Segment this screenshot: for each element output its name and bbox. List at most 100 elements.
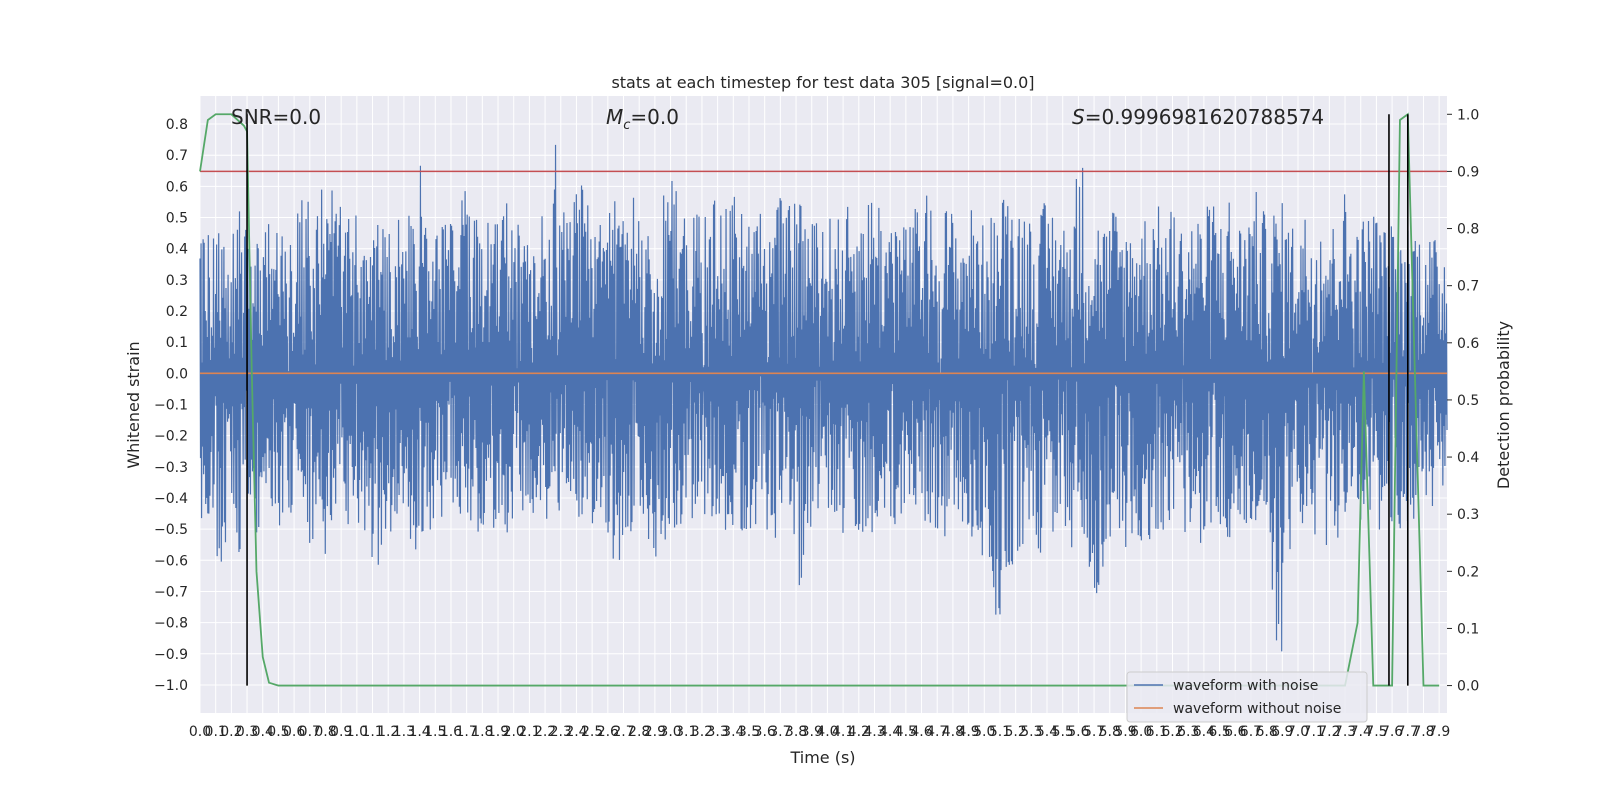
x-tick-label: 3.3 <box>706 724 728 740</box>
y-tick-label: 0.3 <box>166 273 188 289</box>
y-tick-label: −0.1 <box>154 398 188 414</box>
s-annotation: S=0.9996981620788574 <box>1072 105 1324 129</box>
x-tick-label: 2.7 <box>612 724 634 740</box>
x-tick-label: 1.1 <box>361 724 383 740</box>
x-tick-label: 7.7 <box>1397 724 1419 740</box>
y-axis-label: Whitened strain <box>124 341 143 468</box>
x-tick-label: 1.7 <box>456 724 478 740</box>
x-tick-label: 5.9 <box>1114 724 1136 740</box>
x-tick-label: 5.6 <box>1067 724 1089 740</box>
x-tick-label: 2.6 <box>597 724 619 740</box>
y-tick-label: 0.1 <box>166 335 188 351</box>
vertical-markers <box>246 114 1409 686</box>
x-tick-label: 0.0 <box>189 724 211 740</box>
mc-annotation: Mc=0.0 <box>606 105 679 133</box>
x-tick-label: 4.0 <box>816 724 838 740</box>
y-tick-label: −0.6 <box>154 553 188 569</box>
x-tick-label: 3.9 <box>801 724 823 740</box>
y-tick-label: 0.0 <box>166 366 188 382</box>
x-tick-label: 5.1 <box>989 724 1011 740</box>
mc-subscript: c <box>623 118 630 133</box>
x-tick-label: 4.7 <box>926 724 948 740</box>
x-tick-label: 3.7 <box>769 724 791 740</box>
x-tick-label: 3.5 <box>738 724 760 740</box>
x-tick-label: 6.1 <box>1146 724 1168 740</box>
x-tick-label: 7.8 <box>1412 724 1434 740</box>
x-tick-label: 2.0 <box>503 724 525 740</box>
x-tick-label: 6.8 <box>1255 724 1277 740</box>
x-tick-label: 2.9 <box>644 724 666 740</box>
chart-title: stats at each timestep for test data 305… <box>611 73 1034 92</box>
x-tick-label: 0.6 <box>283 724 305 740</box>
x-tick-label: 1.8 <box>471 724 493 740</box>
x-tick-label: 2.3 <box>550 724 572 740</box>
y2-tick-label: 0.1 <box>1457 621 1479 637</box>
y-tick-label: −0.9 <box>154 647 188 663</box>
x-tick-label: 6.0 <box>1130 724 1152 740</box>
x-tick-label: 2.2 <box>534 724 556 740</box>
x-tick-label: 7.5 <box>1365 724 1387 740</box>
x-tick-label: 5.5 <box>1052 724 1074 740</box>
y2-tick-labels: 1.0 0.9 0.8 0.7 0.6 0.5 0.4 0.3 0.2 0.1 0.0 <box>1447 107 1479 695</box>
x-tick-label: 3.2 <box>691 724 713 740</box>
y2-axis-label: Detection probability <box>1494 321 1513 489</box>
x-tick-label: 1.6 <box>440 724 462 740</box>
y2-tick-label: 0.6 <box>1457 336 1479 352</box>
y-tick-label: 0.2 <box>166 304 188 320</box>
x-tick-label: 1.3 <box>393 724 415 740</box>
x-tick-label: 1.9 <box>487 724 509 740</box>
y-tick-label: −0.7 <box>154 584 188 600</box>
x-tick-label: 7.4 <box>1350 724 1372 740</box>
x-tick-label: 1.5 <box>424 724 446 740</box>
x-tick-label: 5.7 <box>1083 724 1105 740</box>
y-tick-label: −0.3 <box>154 460 188 476</box>
y-tick-label: 0.7 <box>166 148 188 164</box>
s-value: =0.9996981620788574 <box>1085 105 1324 129</box>
x-tick-label: 5.4 <box>1036 724 1058 740</box>
x-tick-labels: 0.00.10.20.30.40.50.60.70.80.91.01.11.21… <box>189 724 1450 740</box>
x-tick-label: 0.4 <box>252 724 274 740</box>
x-tick-label: 2.8 <box>628 724 650 740</box>
y-tick-label: 0.5 <box>166 211 188 227</box>
x-tick-label: 3.8 <box>785 724 807 740</box>
x-tick-label: 7.1 <box>1303 724 1325 740</box>
x-tick-label: 0.1 <box>205 724 227 740</box>
x-tick-label: 6.4 <box>1193 724 1215 740</box>
x-tick-label: 7.9 <box>1428 724 1450 740</box>
y2-tick-label: 0.5 <box>1457 393 1479 409</box>
y2-tick-label: 0.3 <box>1457 507 1479 523</box>
y2-tick-label: 0.8 <box>1457 222 1479 238</box>
x-tick-label: 1.0 <box>346 724 368 740</box>
legend-label-noise: waveform with noise <box>1173 678 1318 694</box>
y2-tick-label: 0.9 <box>1457 164 1479 180</box>
y2-tick-label: 0.4 <box>1457 450 1479 466</box>
x-tick-label: 3.0 <box>659 724 681 740</box>
y-tick-labels: 0.8 0.7 0.6 0.5 0.4 0.3 0.2 0.1 0.0 −0.1 −0.2 −0.3 −… <box>154 117 188 694</box>
x-tick-label: 6.2 <box>1161 724 1183 740</box>
y-tick-label: −1.0 <box>154 678 188 694</box>
x-tick-label: 2.5 <box>581 724 603 740</box>
x-tick-label: 7.2 <box>1318 724 1340 740</box>
x-tick-label: 6.5 <box>1208 724 1230 740</box>
x-tick-label: 7.0 <box>1287 724 1309 740</box>
y-tick-label: −0.5 <box>154 522 188 538</box>
x-axis-label: Time (s) <box>789 748 855 767</box>
x-tick-label: 4.1 <box>832 724 854 740</box>
y2-tick-label: 0.7 <box>1457 279 1479 295</box>
legend-box <box>1126 671 1368 723</box>
x-tick-label: 5.8 <box>1099 724 1121 740</box>
mc-symbol: M <box>606 105 623 129</box>
x-tick-label: 6.7 <box>1240 724 1262 740</box>
y2-tick-label: 1.0 <box>1457 107 1479 123</box>
x-tick-label: 4.2 <box>848 724 870 740</box>
y-tick-label: 0.6 <box>166 179 188 195</box>
noise-waveform-path <box>199 144 1448 652</box>
x-tick-label: 4.3 <box>863 724 885 740</box>
x-tick-label: 3.4 <box>722 724 744 740</box>
x-tick-label: 0.8 <box>314 724 336 740</box>
x-tick-label: 4.6 <box>910 724 932 740</box>
x-tick-label: 0.9 <box>330 724 352 740</box>
x-tick-label: 4.9 <box>957 724 979 740</box>
x-tick-label: 0.7 <box>299 724 321 740</box>
